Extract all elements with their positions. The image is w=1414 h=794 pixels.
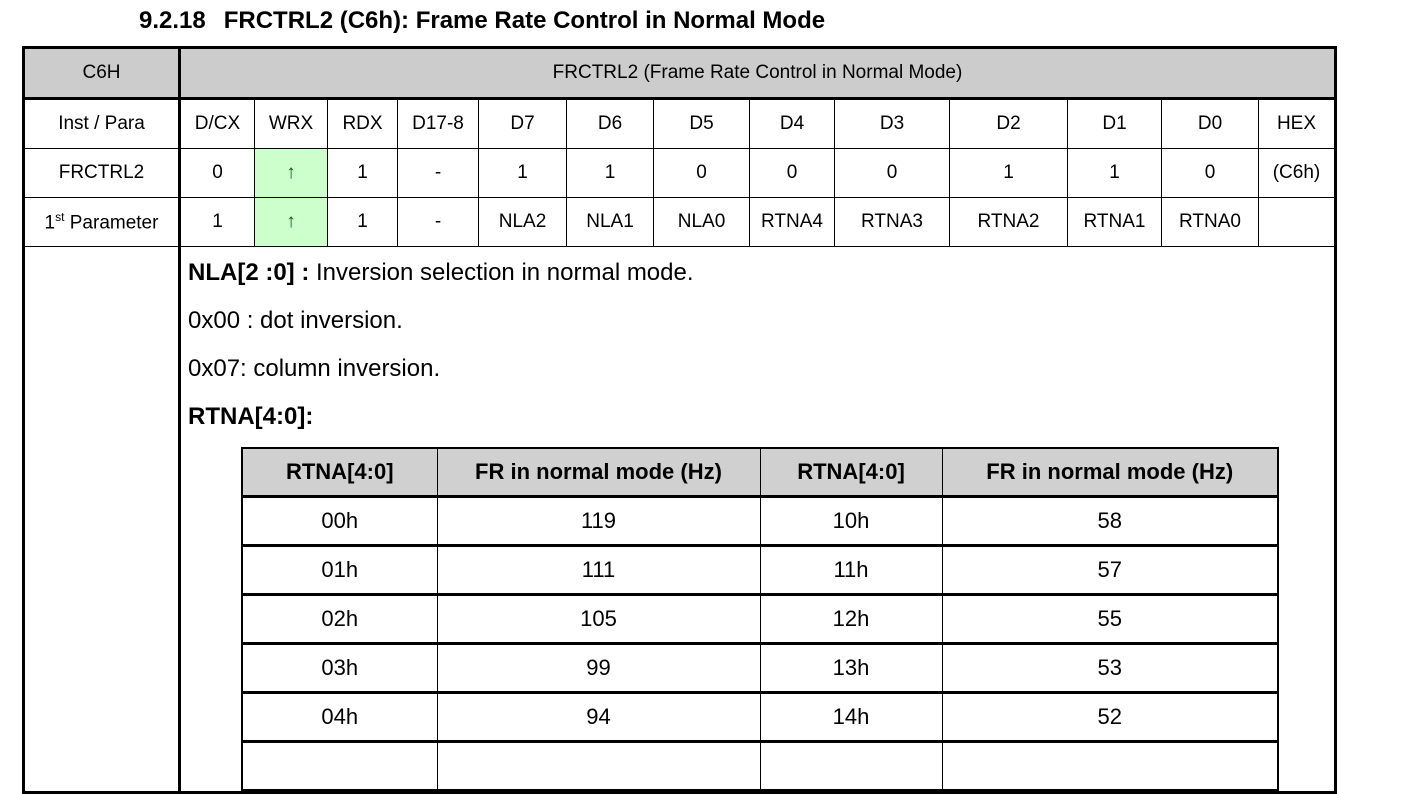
fr-cell: 00h [241,495,438,546]
fr-header: FR in normal mode (Hz) [941,447,1279,497]
fr-cell: 99 [436,642,761,693]
fr-cell: 119 [436,495,761,546]
nla-line: NLA[2 :0] : Inversion selection in norma… [188,247,1334,295]
fr-cell: 52 [941,691,1279,742]
fr-cell: 02h [241,593,438,644]
bit-cell: 1 [179,197,255,247]
fr-cell: 58 [941,495,1279,546]
bit-cell: 0 [1161,148,1259,198]
bit-cell: 1 [327,197,398,247]
fr-cell: 55 [941,593,1279,644]
column-header: RDX [327,98,398,149]
bit-cell: 0 [653,148,750,198]
fr-cell: 111 [436,544,761,595]
fr-row: 03h 99 13h 53 [241,642,1279,693]
column-header: D0 [1161,98,1259,149]
bit-cell: 1 [327,148,398,198]
column-header: WRX [254,98,328,149]
bit-cell: 1 [566,148,654,198]
fr-row: 02h 105 12h 55 [241,593,1279,644]
fr-cell: 105 [436,593,761,644]
bit-cell [1258,197,1336,247]
fr-cell [941,740,1279,791]
fr-cell: 04h [241,691,438,742]
column-header: D5 [653,98,750,149]
column-header: HEX [1258,98,1336,149]
bit-cell: NLA0 [653,197,750,247]
bit-cell: RTNA3 [834,197,950,247]
dot-inversion-line: 0x00 : dot inversion. [188,307,403,334]
fr-row: 00h 119 10h 58 [241,495,1279,546]
rtna-label-text: RTNA[4:0]: [188,403,314,430]
column-header: Inst / Para [23,98,181,149]
description-cell: NLA[2 :0] : Inversion selection in norma… [179,246,1336,793]
fr-cell: 13h [759,642,943,693]
bit-cell: RTNA0 [1161,197,1259,247]
row-label: FRCTRL2 [23,148,181,198]
fr-cell: 57 [941,544,1279,595]
fr-cell: 11h [759,544,943,595]
wrx-arrow-icon: ↑ [254,148,328,198]
fr-row: 04h 94 14h 52 [241,691,1279,742]
bit-cell: 1 [949,148,1068,198]
fr-cell: 94 [436,691,761,742]
bit-cell: 0 [749,148,835,198]
column-header: D4 [749,98,835,149]
fr-cell: 14h [759,691,943,742]
section-title: 9.2.18 FRCTRL2 (C6h): Frame Rate Control … [139,7,843,35]
bit-cell: (C6h) [1258,148,1336,198]
rtna-label: RTNA[4:0]: [188,391,1334,439]
column-header: D/CX [179,98,255,149]
fr-row-cutoff [241,740,1279,791]
bit-cell: RTNA2 [949,197,1068,247]
nla-text: Inversion selection in normal mode. [309,259,694,286]
row-label: 1st Parameter [23,197,181,247]
fr-row: 01h 111 11h 57 [241,544,1279,595]
fr-cell: 12h [759,593,943,644]
bit-cell: 0 [834,148,950,198]
fr-header: FR in normal mode (Hz) [436,447,761,497]
label-num: 1 [44,212,56,234]
column-header: D17-8 [397,98,479,149]
register-table: C6H FRCTRL2 (Frame Rate Control in Normal… [22,46,1337,794]
bit-cell: 1 [1067,148,1162,198]
fr-cell [759,740,943,791]
column-header: D7 [478,98,567,149]
fr-cell: 01h [241,544,438,595]
bit-cell: NLA1 [566,197,654,247]
bit-cell: RTNA4 [749,197,835,247]
bit-cell: - [397,148,479,198]
fr-cell [436,740,761,791]
column-header: D1 [1067,98,1162,149]
fr-cell: 10h [759,495,943,546]
bit-cell: 0 [179,148,255,198]
label-sup: st [55,209,65,224]
label-rest: Parameter [64,212,159,234]
bit-cell: RTNA1 [1067,197,1162,247]
frame-rate-table: RTNA[4:0] FR in normal mode (Hz) RTNA[4:0]… [241,447,1279,791]
register-code: C6H [23,47,181,100]
fr-cell: 53 [941,642,1279,693]
column-header: D2 [949,98,1068,149]
fr-header: RTNA[4:0] [241,447,438,497]
fr-cell: 03h [241,642,438,693]
empty-cell [23,246,181,793]
bit-cell: - [397,197,479,247]
bit-cell: 1 [478,148,567,198]
column-header: D6 [566,98,654,149]
column-inversion-line: 0x07: column inversion. [188,355,441,382]
register-name: FRCTRL2 (Frame Rate Control in Normal Mo… [179,47,1336,100]
nla-label: NLA[2 :0] : [188,259,310,286]
bit-cell: NLA2 [478,197,567,247]
fr-cell [241,740,438,791]
section-text: FRCTRL2 (C6h): Frame Rate Control in Nor… [223,7,826,34]
column-header: D3 [834,98,950,149]
section-number: 9.2.18 [139,7,206,34]
fr-header: RTNA[4:0] [759,447,943,497]
wrx-arrow-icon: ↑ [254,197,328,247]
